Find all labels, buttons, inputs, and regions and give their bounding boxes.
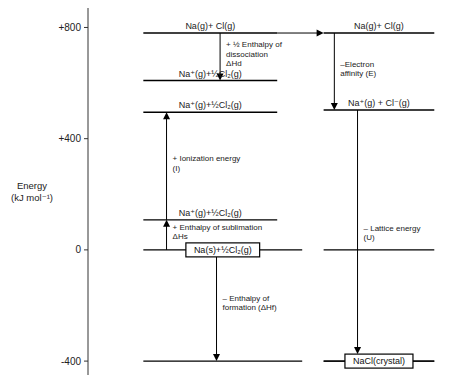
arrow-head	[163, 220, 170, 227]
level-label: Na(g)+ Cl(g)	[354, 21, 404, 31]
labels: Na(g)+ Cl(g) Na⁺(g)+½Cl₂(g) Na⁺(g)+½Cl₂(g)…	[173, 21, 421, 366]
energy-level	[143, 112, 277, 113]
arrows	[163, 30, 361, 362]
chart: Na(g)+ Cl(g) Na⁺(g)+½Cl₂(g) Na⁺(g)+½Cl₂(g)…	[0, 0, 451, 383]
process-label-line: – Enthalpy of	[223, 294, 270, 303]
process-label: + ½ Enthalpy ofdissociationΔHd	[226, 40, 283, 68]
process-label-line: + Ionization energy	[173, 154, 241, 163]
process-arrow	[354, 110, 361, 354]
y-tick	[84, 249, 88, 250]
level-label: Na(g)+ Cl(g)	[185, 21, 235, 31]
state-box	[186, 243, 260, 257]
levels	[143, 33, 434, 361]
y-tick	[84, 27, 88, 28]
process-label-line: + Enthalpy of sublimation	[173, 223, 263, 232]
horizontal-arrow	[277, 30, 323, 37]
process-label-line: + ½ Enthalpy of	[226, 40, 283, 49]
process-label-line: affinity (E)	[340, 69, 376, 78]
y-tick-label: +800	[58, 22, 81, 33]
process-label: –Electronaffinity (E)	[340, 60, 376, 79]
y-tick-label: 0	[75, 244, 81, 255]
energy-level	[143, 80, 277, 81]
energy-level	[324, 249, 435, 250]
process-label-line: –Electron	[340, 60, 374, 69]
arrow-shaft	[277, 33, 317, 34]
process-label-line: formation (ΔHf)	[223, 303, 278, 312]
level-label: Na⁺(g)+½Cl₂(g)	[179, 100, 242, 110]
level-label: Na⁺(g)+½Cl₂(g)	[179, 69, 242, 79]
process-label: – Lattice energy(U)	[364, 224, 421, 243]
process-label-line: (I)	[173, 164, 181, 173]
energy-level	[324, 109, 435, 110]
level-label: Na⁺(g) + Cl⁻(g)	[348, 98, 410, 108]
arrow-head	[331, 103, 338, 110]
y-axis	[88, 8, 89, 375]
arrow-head	[213, 354, 220, 361]
process-arrow	[163, 220, 170, 250]
level-label: Na⁺(g)+½Cl₂(g)	[179, 208, 242, 218]
arrow-shaft	[166, 226, 167, 250]
y-tick-label: +400	[58, 133, 81, 144]
arrow-head	[354, 347, 361, 354]
y-tick-label: -400	[61, 356, 81, 367]
y-axis-label: Energy(kJ mol⁻¹)	[11, 180, 53, 203]
process-label: + Ionization energy(I)	[173, 154, 241, 173]
arrow-shaft	[357, 110, 358, 348]
arrow-head	[317, 30, 324, 37]
process-arrow	[163, 112, 170, 220]
energy-level	[143, 219, 277, 220]
y-axis-label-line: (kJ mol⁻¹)	[11, 192, 53, 203]
process-arrow	[213, 257, 220, 361]
process-label-line: ΔHs	[173, 232, 188, 241]
arrow-shaft	[216, 257, 217, 355]
process-label: + Enthalpy of sublimationΔHs	[173, 223, 263, 242]
energy-level	[143, 32, 277, 33]
arrow-shaft	[166, 118, 167, 220]
boxes	[186, 243, 413, 368]
arrow-head	[163, 112, 170, 119]
energy-level	[324, 32, 435, 33]
y-axis-label-line: Energy	[17, 180, 47, 191]
arrow-shaft	[334, 33, 335, 104]
process-label: – Enthalpy offormation (ΔHf)	[223, 294, 278, 313]
y-tick	[84, 361, 88, 362]
process-label-line: ΔHd	[226, 59, 242, 68]
box-label: NaCl(crystal)	[353, 356, 405, 366]
y-tick	[84, 138, 88, 139]
process-label-line: – Lattice energy	[364, 224, 421, 233]
process-arrow	[331, 33, 338, 110]
energy-level	[143, 360, 302, 361]
state-box	[345, 354, 413, 368]
box-label: Na(s)+½Cl₂(g)	[194, 245, 252, 255]
process-label-line: (U)	[364, 233, 375, 242]
process-label-line: dissociation	[226, 50, 268, 59]
